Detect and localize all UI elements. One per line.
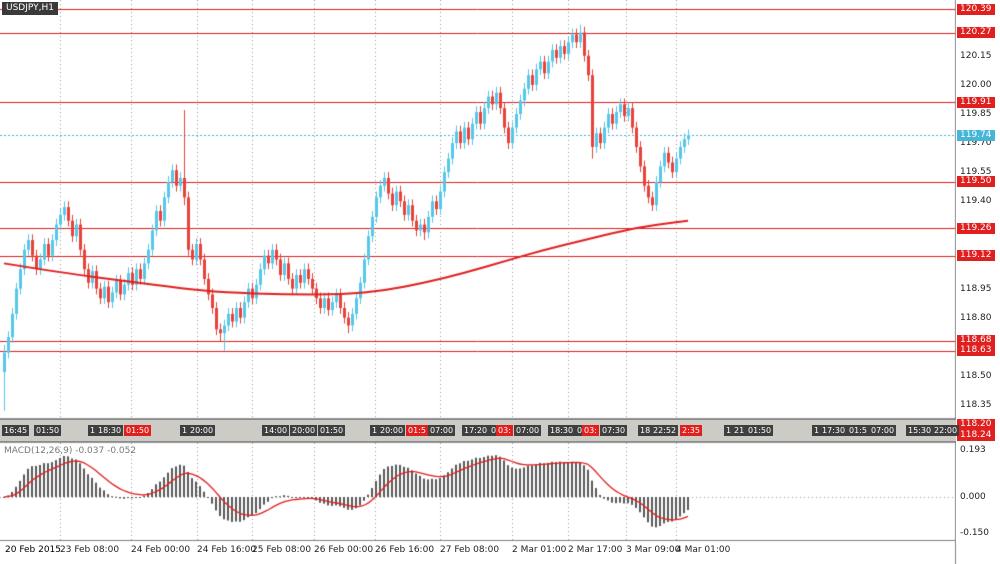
session-time-tag: 0 [575,425,585,436]
price-level-flag: 118.24 [957,430,995,441]
macd-axis: 0.193 0.000 -0.150 [956,442,1000,542]
time-axis-label: 2 Mar 17:00 [568,545,623,555]
price-level-flag: 120.39 [957,3,995,15]
price-tick-label: 119.85 [960,109,992,119]
macd-indicator-label: MACD(12,26,9) -0.037 -0.052 [4,446,137,456]
macd-scale-label: 0.000 [960,492,986,502]
time-axis: 20 Feb 2015 23 Feb 08:00 24 Feb 00:00 24 Fe… [0,543,1000,559]
session-time-tag: 17:30 [820,425,848,436]
price-level-flag: 118.63 [957,345,995,357]
session-time-tag: 1 [88,425,98,436]
session-time-tag: 07:00 [428,425,456,436]
price-tick-label: 120.15 [960,50,992,61]
session-time-tag: 1 [812,425,822,436]
time-axis-label: 27 Feb 08:00 [440,545,500,555]
price-tick-label: 118.50 [960,370,992,381]
session-time-tag: 20:00 [378,425,406,436]
session-time-tag: 01:5 [406,425,428,436]
session-time-tag: 01:50 [124,425,152,436]
session-time-tag: 18 [638,425,653,436]
current-price-flag: 119.74 [957,129,995,141]
session-time-tag: 07:00 [514,425,542,436]
session-time-tag: 22:52 [651,425,679,436]
session-time-tag: 01:50 [746,425,774,436]
session-time-tag: 17:20 [462,425,490,436]
price-level-flag: 118.68 [957,335,995,347]
session-time-tag: 01:5 [847,425,869,436]
session-time-tag: 0 [489,425,499,436]
time-axis-label: 3 Mar 09:00 [626,545,681,555]
session-time-tag: 18:30 [96,425,124,436]
session-time-tag: 01:50 [318,425,346,436]
session-time-tag: 07:00 [869,425,897,436]
session-time-tag: 03: [496,425,513,436]
time-axis-label: 4 Mar 01:00 [676,545,731,555]
price-level-flag: 119.26 [957,222,995,234]
price-tick-label: 119.55 [960,167,992,178]
session-time-tag: 07:30 [600,425,628,436]
price-tick-label: 118.95 [960,283,992,294]
symbol-timeframe-label: USDJPY,H1 [2,2,58,15]
time-axis-label: 24 Feb 16:00 [197,545,257,555]
session-time-tag: 16:45 [2,425,30,436]
session-time-tag: 01:50 [34,425,62,436]
session-time-tag: 03: [582,425,599,436]
price-tick-label: 118.35 [960,400,992,410]
time-axis-label: 26 Feb 16:00 [375,545,435,555]
time-axis-label: 26 Feb 00:00 [314,545,374,555]
time-axis-label: 23 Feb 08:00 [60,545,120,555]
time-tag-strip: 16:45 01:50 1 18:30 01:50 1 20:00 14:00 20:00 01:… [0,419,960,442]
session-time-tag: 1 [370,425,380,436]
price-tick-label: 118.80 [960,312,992,323]
session-time-tag: 1 [180,425,190,436]
session-time-tag: 14:00 [262,425,290,436]
price-tick-label: 119.70 [960,138,992,149]
price-level-flag: 119.91 [957,96,995,108]
session-time-tag: 20:00 [290,425,318,436]
time-axis-label: 25 Feb 08:00 [252,545,312,555]
price-level-flag: 119.50 [957,176,995,188]
price-level-flag: 120.27 [957,27,995,39]
session-time-tag: 2:35 [680,425,702,436]
session-time-tag: 1 [724,425,734,436]
macd-scale-label: -0.150 [960,528,990,538]
time-axis-label: 2 Mar 01:00 [512,545,567,555]
session-time-tag: 15:30 [906,425,934,436]
price-level-flag: 118.20 [957,419,995,430]
price-level-flag: 119.12 [957,250,995,262]
session-time-tag: 21 [732,425,747,436]
price-tick-label: 120.00 [960,79,992,90]
time-axis-label: 20 Feb 2015 [5,545,62,555]
session-time-tag: 22:00 [932,425,960,436]
price-tick-label: 119.40 [960,196,992,207]
macd-scale-label: 0.193 [960,445,986,455]
session-time-tag: 18:30 [548,425,576,436]
session-time-tag: 20:00 [188,425,216,436]
time-axis-label: 24 Feb 00:00 [131,545,191,555]
